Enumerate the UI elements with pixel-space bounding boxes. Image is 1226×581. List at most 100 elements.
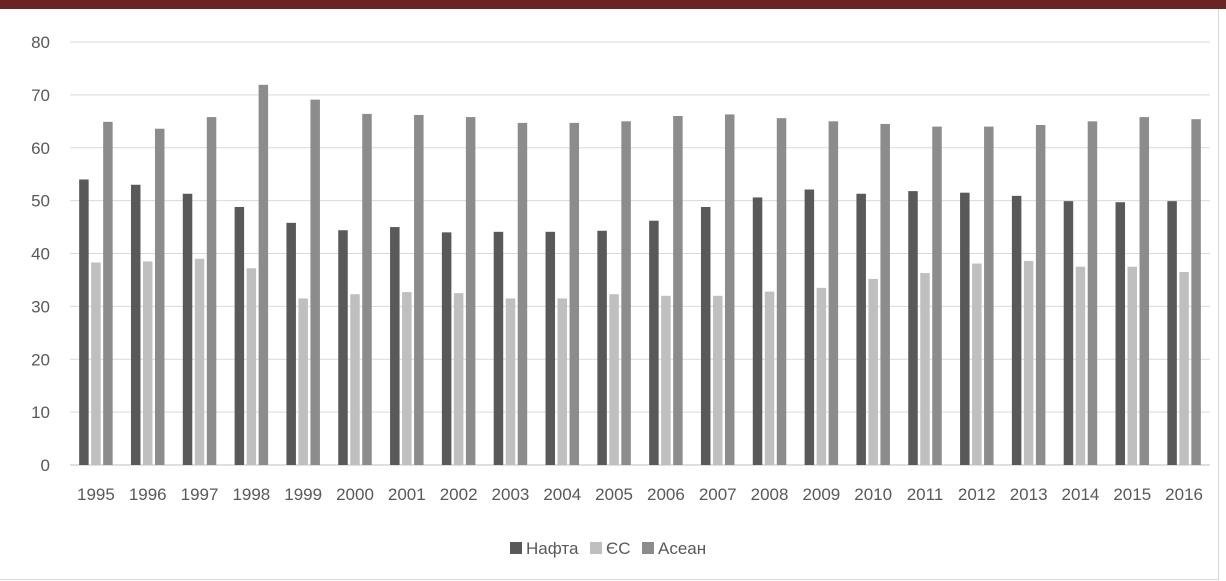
bar-Асеан-2007 (724, 114, 735, 465)
x-tick-label: 1996 (129, 485, 167, 504)
bar-Асеан-2016 (1191, 119, 1201, 465)
bar-Асеан-2009 (828, 121, 839, 465)
x-tick-label: 2001 (388, 485, 426, 504)
bar-ЄС-1995 (91, 262, 101, 465)
bar-ЄС-2007 (712, 295, 723, 465)
y-axis-ticks: 0 10 20 30 40 50 60 70 80 (31, 33, 50, 475)
bar-Нафта-1998 (234, 206, 245, 465)
bar-Асеан-2010 (880, 123, 890, 466)
x-tick-label: 1997 (181, 485, 219, 504)
bar-Асеан-1996 (154, 128, 165, 465)
bar-ЄС-2000 (350, 294, 360, 465)
x-tick-label: 2004 (543, 485, 581, 504)
y-tick-label: 80 (31, 33, 50, 52)
x-tick-label: 2010 (854, 485, 892, 504)
bar-ЄС-2008 (764, 291, 775, 465)
bar-Нафта-2013 (1011, 195, 1022, 465)
y-tick-label: 0 (41, 456, 50, 475)
bar-Нафта-2010 (856, 193, 866, 465)
bar-Асеан-2005 (621, 121, 631, 465)
bar-Асеан-2004 (569, 122, 580, 466)
x-tick-label: 2002 (440, 485, 478, 504)
x-tick-label: 2007 (699, 485, 737, 504)
chart-frame: 0 10 20 30 40 50 60 70 80 1995 1996 1997 1998 1999 20… (0, 9, 1219, 580)
bar-ЄС-2015 (1127, 266, 1138, 465)
bar-Асеан-2015 (1139, 117, 1150, 466)
x-axis-ticks: 1995 1996 1997 1998 1999 2000 2001 2002 2003 2004… (77, 485, 1203, 504)
y-tick-label: 20 (31, 350, 50, 369)
bar-ЄС-2003 (505, 298, 516, 465)
bar-Нафта-1999 (286, 222, 296, 465)
bar-Асеан-2011 (932, 126, 942, 465)
legend-label-Нафта: Нафта (526, 539, 579, 558)
bar-Нафта-1995 (79, 179, 89, 465)
bar-Нафта-2008 (752, 197, 763, 465)
x-tick-label: 2011 (907, 485, 944, 504)
bar-ЄС-2002 (453, 293, 464, 465)
legend-swatch-Асеан (642, 542, 654, 554)
bar-Нафта-2014 (1063, 201, 1074, 465)
bar-ЄС-2004 (557, 298, 568, 465)
bar-ЄС-2009 (816, 287, 827, 465)
y-tick-label: 70 (31, 86, 50, 105)
bar-Асеан-1997 (206, 117, 217, 466)
bar-Нафта-2006 (649, 220, 659, 465)
bars (79, 84, 1201, 466)
x-tick-label: 2012 (958, 485, 996, 504)
bar-Нафта-1996 (130, 184, 141, 465)
bar-Нафта-2002 (441, 232, 452, 465)
y-tick-label: 30 (31, 297, 50, 316)
bar-Асеан-2003 (517, 122, 528, 466)
bar-Асеан-1998 (258, 84, 269, 466)
bar-ЄС-2001 (402, 292, 412, 465)
bar-Асеан-2006 (673, 116, 683, 466)
y-tick-label: 40 (31, 245, 50, 264)
bar-ЄС-2016 (1179, 272, 1189, 465)
y-tick-label: 50 (31, 192, 50, 211)
x-tick-label: 2014 (1062, 485, 1100, 504)
bar-chart: 0 10 20 30 40 50 60 70 80 1995 1996 1997 1998 1999 20… (31, 33, 1210, 558)
x-tick-label: 2006 (647, 485, 685, 504)
bar-Нафта-2000 (338, 230, 348, 465)
legend: Нафта ЄС Асеан (510, 539, 706, 558)
x-tick-label: 2000 (336, 485, 374, 504)
bar-Асеан-2001 (414, 114, 424, 465)
bar-Нафта-2003 (493, 231, 504, 465)
bar-Нафта-2016 (1167, 201, 1177, 465)
bar-Асеан-2012 (984, 126, 994, 465)
bar-Нафта-2012 (960, 192, 970, 465)
bar-Асеан-2002 (465, 117, 476, 466)
bar-Нафта-2005 (597, 230, 607, 465)
x-tick-label: 2015 (1113, 485, 1151, 504)
bar-Асеан-2014 (1087, 121, 1098, 465)
bar-ЄС-2012 (972, 263, 982, 465)
bar-ЄС-2014 (1075, 266, 1086, 465)
bar-ЄС-2005 (609, 294, 619, 465)
x-tick-label: 2009 (802, 485, 840, 504)
bar-ЄС-2013 (1023, 260, 1034, 465)
y-tick-label: 60 (31, 139, 50, 158)
x-tick-label: 2013 (1010, 485, 1048, 504)
legend-swatch-Нафта (510, 542, 522, 554)
x-tick-label: 1998 (232, 485, 270, 504)
bar-Асеан-1995 (103, 121, 113, 465)
bar-Нафта-2004 (545, 231, 556, 465)
x-tick-label: 1995 (77, 485, 115, 504)
legend-label-ЄС: ЄС (606, 539, 631, 558)
x-tick-label: 1999 (284, 485, 322, 504)
bar-Асеан-2000 (362, 113, 372, 465)
x-tick-label: 2016 (1165, 485, 1203, 504)
legend-swatch-ЄС (590, 542, 602, 554)
bar-ЄС-2006 (661, 295, 671, 465)
bar-Нафта-2011 (908, 191, 918, 466)
bar-Нафта-1997 (182, 193, 193, 465)
top-accent-bar (0, 0, 1226, 9)
bar-Асеан-2013 (1035, 125, 1046, 466)
x-tick-label: 2008 (751, 485, 789, 504)
y-tick-label: 10 (31, 403, 50, 422)
x-tick-label: 2003 (492, 485, 530, 504)
bar-Нафта-2001 (390, 227, 400, 465)
bar-ЄС-2010 (868, 278, 878, 465)
bar-Нафта-2007 (700, 206, 711, 465)
bar-ЄС-1999 (298, 298, 308, 465)
